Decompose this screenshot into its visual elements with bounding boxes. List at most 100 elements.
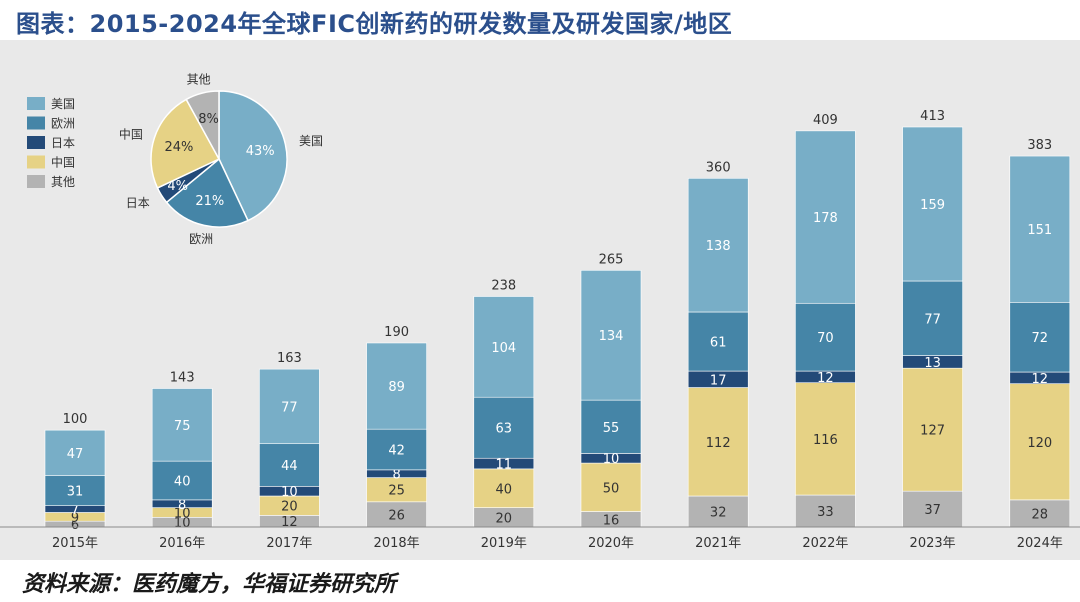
- bar-value-label: 61: [710, 336, 727, 351]
- bar-segment-中国: [687, 387, 749, 497]
- bar-value-label: 89: [388, 380, 405, 395]
- bar-value-label: 6: [71, 518, 79, 533]
- x-tick-label: 2020年: [588, 536, 634, 551]
- x-tick-label: 2022年: [802, 536, 848, 551]
- legend-swatch: [27, 155, 45, 169]
- bar-segment-中国: [366, 477, 427, 503]
- bar-value-label: 120: [1027, 436, 1052, 451]
- bar-segment-欧洲: [473, 396, 535, 459]
- bar-segment-欧洲: [687, 311, 749, 372]
- bar-segment-美国: [687, 178, 749, 313]
- bar-value-label: 20: [496, 511, 513, 526]
- bar-value-label: 11: [496, 458, 513, 473]
- bar-value-label: 17: [710, 373, 727, 388]
- bar-total-label: 100: [63, 412, 88, 427]
- bar-value-label: 159: [920, 198, 945, 213]
- bar-segment-中国: [473, 468, 535, 508]
- bar-value-label: 33: [817, 505, 834, 520]
- bar-value-label: 134: [599, 329, 624, 344]
- pie-category-label: 日本: [126, 196, 150, 210]
- bar-value-label: 10: [603, 452, 620, 467]
- bar-segment-中国: [580, 462, 642, 512]
- pie-percent-label: 43%: [246, 144, 275, 159]
- pie-category-label: 欧洲: [189, 232, 213, 246]
- bar-value-label: 116: [813, 433, 838, 448]
- bar-value-label: 63: [496, 422, 513, 437]
- legend-swatch: [27, 136, 45, 149]
- bar-segment-欧洲: [259, 443, 320, 487]
- pie-slice-美国: [218, 90, 288, 222]
- x-tick-label: 2023年: [910, 536, 956, 551]
- bar-total-label: 413: [920, 109, 945, 124]
- pie-category-label: 其他: [187, 73, 211, 87]
- bar-value-label: 8: [178, 498, 186, 513]
- bar-value-label: 25: [388, 484, 405, 499]
- bar-value-label: 112: [706, 436, 731, 451]
- legend-label: 中国: [51, 155, 75, 170]
- legend-label: 日本: [51, 136, 75, 150]
- legend-swatch: [27, 175, 45, 188]
- bar-value-label: 8: [392, 468, 400, 483]
- bar-value-label: 12: [817, 371, 834, 386]
- bar-total-label: 383: [1027, 138, 1052, 153]
- bar-segment-欧洲: [580, 399, 642, 454]
- x-tick-label: 2021年: [695, 536, 741, 551]
- bar-value-label: 40: [174, 475, 191, 490]
- bar-value-label: 12: [1032, 372, 1049, 387]
- bar-total-label: 238: [491, 278, 516, 293]
- bar-value-label: 151: [1027, 223, 1052, 238]
- bar-value-label: 70: [817, 331, 834, 346]
- bar-value-label: 10: [281, 485, 298, 500]
- bar-segment-其他: [1009, 499, 1071, 528]
- bar-segment-美国: [151, 388, 213, 462]
- bar-total-label: 409: [813, 113, 838, 128]
- pie-percent-label: 24%: [164, 140, 193, 155]
- bar-value-label: 32: [710, 506, 727, 521]
- bar-segment-中国: [795, 382, 856, 496]
- bar-value-label: 50: [603, 481, 620, 496]
- chart-svg: 69731471002015年1010840751432016年12201044…: [0, 73, 1080, 551]
- bar-segment-中国: [1009, 383, 1071, 501]
- pie-slice-中国: [150, 98, 221, 189]
- x-tick-label: 2015年: [52, 536, 98, 551]
- bar-segment-欧洲: [44, 475, 106, 506]
- bar-total-label: 265: [599, 252, 624, 267]
- bar-segment-美国: [44, 429, 106, 476]
- bar-segment-美国: [795, 130, 856, 304]
- bar-total-label: 143: [170, 371, 195, 386]
- bar-segment-欧洲: [151, 460, 213, 501]
- bar-segment-其他: [366, 501, 427, 528]
- bar-segment-欧洲: [795, 302, 856, 372]
- bar-segment-美国: [473, 296, 535, 398]
- bar-segment-美国: [259, 368, 320, 445]
- bar-value-label: 7: [71, 503, 79, 518]
- bar-value-label: 72: [1032, 331, 1049, 346]
- pie-percent-label: 8%: [198, 112, 219, 127]
- bar-value-label: 28: [1032, 507, 1049, 522]
- bar-segment-美国: [580, 270, 642, 401]
- bar-segment-中国: [902, 367, 963, 492]
- bar-value-label: 75: [174, 419, 191, 434]
- legend-label: 美国: [51, 97, 75, 111]
- legend-label: 其他: [51, 175, 75, 189]
- bar-value-label: 12: [281, 515, 298, 530]
- bar-segment-欧洲: [902, 280, 963, 356]
- bar-value-label: 37: [924, 503, 941, 518]
- x-tick-label: 2019年: [481, 536, 527, 551]
- bar-value-label: 77: [924, 312, 941, 327]
- bar-value-label: 127: [920, 424, 945, 439]
- legend-label: 欧洲: [51, 117, 75, 131]
- bar-value-label: 26: [388, 508, 405, 523]
- x-tick-label: 2017年: [266, 536, 312, 551]
- bar-value-label: 20: [281, 500, 298, 515]
- x-tick-label: 2018年: [374, 536, 420, 551]
- bar-segment-其他: [687, 495, 749, 528]
- bar-value-label: 10: [174, 506, 191, 521]
- bar-value-label: 47: [67, 447, 84, 462]
- bar-total-label: 190: [384, 325, 409, 340]
- pie-slice-其他: [185, 90, 220, 160]
- source-note: 资料来源：医药魔方，华福证券研究所: [22, 572, 397, 597]
- legend-swatch: [27, 116, 45, 130]
- pie-category-label: 中国: [119, 126, 143, 141]
- x-tick-label: 2024年: [1017, 536, 1063, 551]
